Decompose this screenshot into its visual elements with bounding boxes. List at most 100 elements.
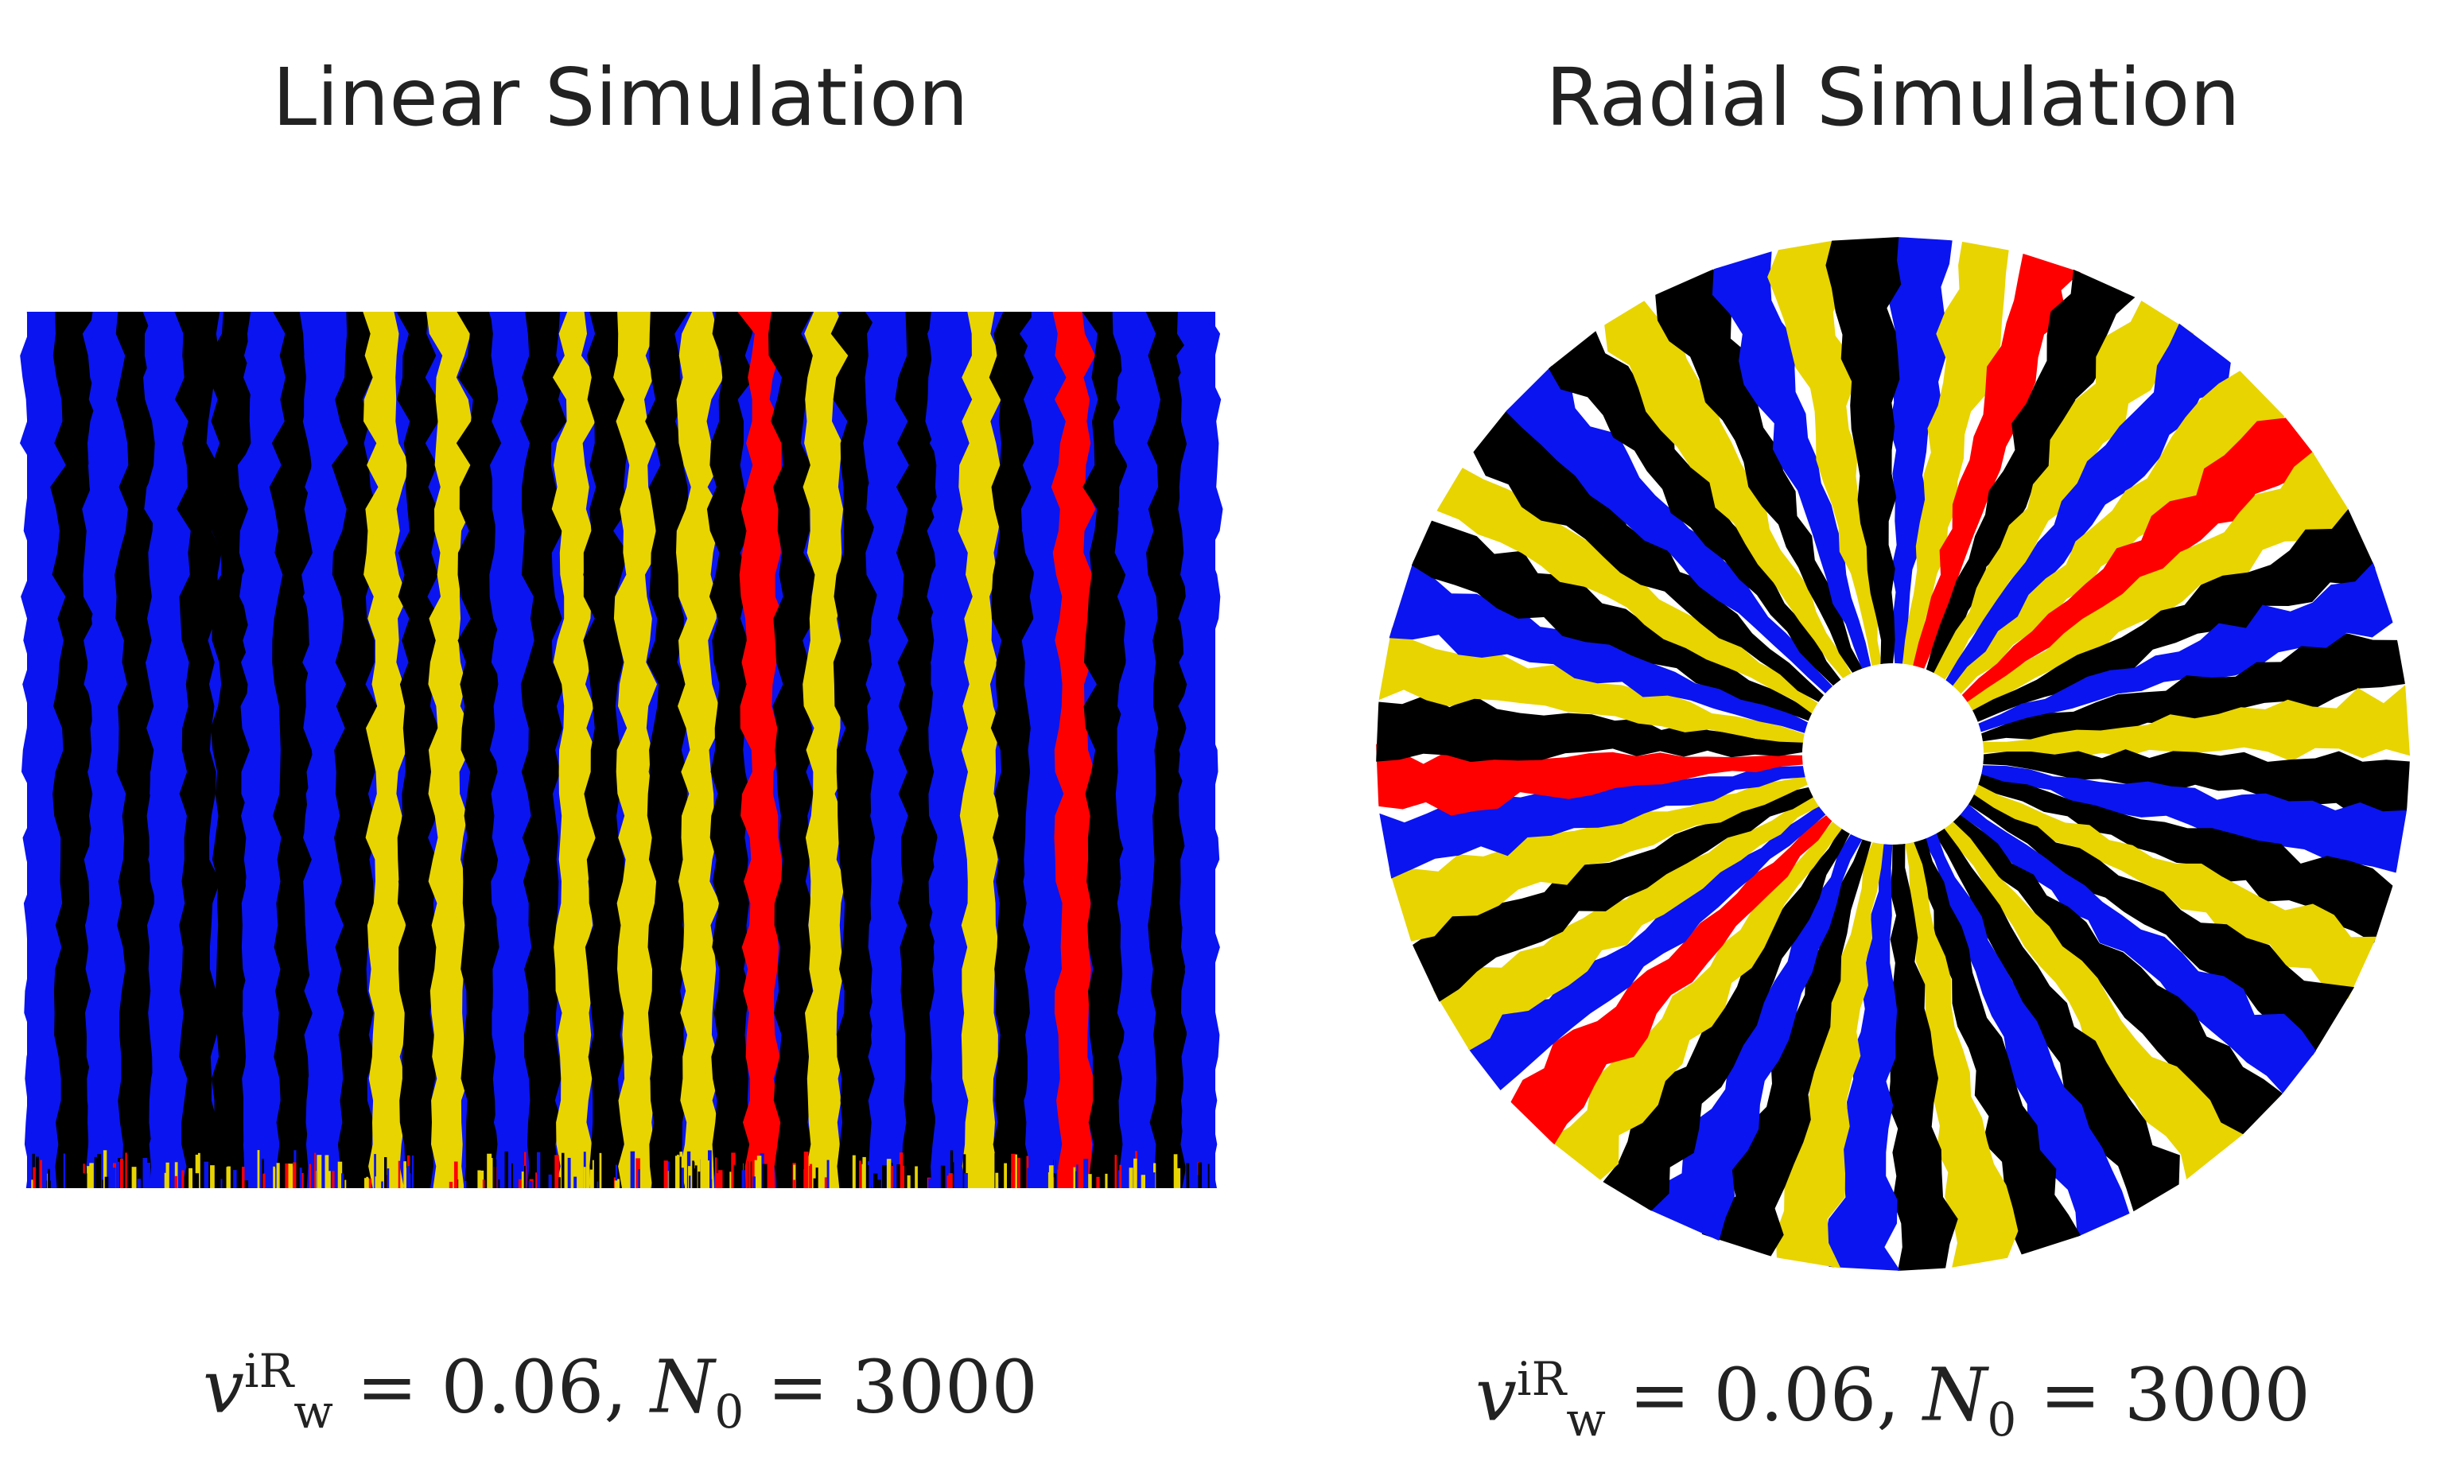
radial-sector-wedge bbox=[1506, 366, 1833, 693]
linear-seed-noise bbox=[156, 1164, 159, 1188]
linear-seed-noise bbox=[813, 1178, 818, 1188]
linear-seed-noise bbox=[852, 1155, 856, 1188]
linear-seed-noise bbox=[174, 1175, 177, 1188]
radial-sector-wedge bbox=[1976, 774, 2393, 943]
linear-seed-noise bbox=[83, 1173, 87, 1188]
radial-sector-wedge bbox=[1655, 269, 1863, 673]
radial-sector-wedge bbox=[1376, 694, 1804, 763]
linear-sector-stripe bbox=[84, 312, 127, 1188]
v-value: = 0.06, bbox=[356, 1344, 628, 1430]
linear-seed-noise bbox=[117, 1161, 120, 1188]
linear-seed-noise bbox=[301, 1172, 304, 1188]
linear-seed-noise bbox=[1027, 1167, 1029, 1188]
linear-seed-noise bbox=[663, 1160, 668, 1188]
linear-seed-noise bbox=[464, 1180, 467, 1188]
linear-seed-noise bbox=[964, 1173, 968, 1188]
linear-sector-stripe bbox=[768, 312, 818, 1188]
n-value: = 3000 bbox=[2039, 1352, 2310, 1438]
radial-sector-wedge bbox=[1981, 633, 2405, 742]
linear-seed-noise bbox=[1096, 1176, 1100, 1188]
radial-sector-wedge bbox=[1961, 418, 2314, 703]
linear-seed-noise bbox=[125, 1152, 127, 1188]
linear-seed-noise bbox=[1105, 1173, 1108, 1188]
n-symbol: N bbox=[650, 1344, 715, 1430]
linear-seed-noise bbox=[374, 1154, 376, 1188]
linear-seed-noise bbox=[165, 1162, 169, 1188]
linear-seed-noise bbox=[547, 1174, 552, 1188]
linear-seed-noise bbox=[1073, 1167, 1076, 1188]
linear-seed-noise bbox=[793, 1179, 796, 1188]
linear-sector-stripe bbox=[144, 312, 188, 1188]
linear-seed-noise bbox=[896, 1164, 900, 1188]
linear-sector-stripe bbox=[269, 312, 314, 1188]
linear-seed-noise bbox=[31, 1179, 35, 1188]
linear-seed-noise bbox=[886, 1159, 892, 1188]
radial-sector-wedge bbox=[1926, 269, 2136, 674]
linear-seed-noise bbox=[862, 1156, 866, 1188]
linear-seed-noise bbox=[262, 1159, 264, 1188]
linear-seed-noise bbox=[1076, 1164, 1078, 1188]
linear-seed-noise bbox=[1152, 1172, 1156, 1188]
linear-seed-noise bbox=[137, 1179, 141, 1188]
radial-sector-wedge bbox=[1712, 251, 1871, 669]
linear-seed-noise bbox=[244, 1180, 249, 1188]
linear-seed-noise bbox=[1052, 1173, 1057, 1188]
linear-seed-noise bbox=[1129, 1167, 1133, 1188]
linear-seed-noise bbox=[181, 1170, 185, 1188]
radial-sector-wedge bbox=[1413, 787, 1813, 1002]
linear-seed-noise bbox=[449, 1182, 453, 1188]
linear-seed-noise bbox=[700, 1150, 704, 1188]
linear-seed-noise bbox=[573, 1176, 577, 1188]
linear-seed-noise bbox=[882, 1165, 887, 1188]
linear-sector-stripe bbox=[803, 312, 849, 1188]
linear-seed-noise bbox=[1138, 1170, 1142, 1188]
linear-sector-stripe bbox=[488, 312, 536, 1188]
radial-sector-wedge bbox=[1887, 844, 1958, 1271]
linear-seed-noise bbox=[1011, 1153, 1016, 1188]
linear-seed-noise bbox=[994, 1152, 999, 1188]
linear-seed-noise bbox=[110, 1171, 113, 1188]
linear-seed-noise bbox=[684, 1177, 686, 1188]
radial-sector-wedge bbox=[1943, 822, 2244, 1179]
linear-seed-noise bbox=[375, 1176, 377, 1188]
linear-seed-noise bbox=[273, 1166, 275, 1188]
linear-sector-stripe bbox=[207, 312, 253, 1188]
linear-seed-noise bbox=[1036, 1162, 1039, 1188]
linear-sector-stripe bbox=[174, 312, 222, 1188]
radial-sector-wedge bbox=[1945, 323, 2231, 687]
linear-seed-noise bbox=[1133, 1158, 1137, 1188]
linear-seed-noise bbox=[226, 1167, 230, 1188]
linear-seed-noise bbox=[244, 1166, 249, 1188]
linear-seed-noise bbox=[1000, 1155, 1002, 1188]
radial-sector-wedge bbox=[1980, 765, 2408, 873]
linear-seed-noise bbox=[995, 1172, 999, 1188]
linear-sector-stripe bbox=[396, 312, 440, 1188]
linear-seed-noise bbox=[367, 1178, 372, 1188]
linear-seed-noise bbox=[293, 1162, 297, 1188]
linear-seed-noise bbox=[511, 1163, 514, 1188]
radial-sector-wedge bbox=[1923, 833, 2130, 1237]
linear-seed-noise bbox=[317, 1155, 322, 1188]
linear-seed-noise bbox=[990, 1160, 993, 1188]
linear-seed-noise bbox=[752, 1176, 756, 1188]
radial-sector-wedge bbox=[1983, 685, 2410, 762]
linear-seed-noise bbox=[1053, 1152, 1056, 1188]
linear-seed-noise bbox=[403, 1161, 406, 1188]
linear-seed-noise bbox=[409, 1173, 411, 1188]
linear-seed-noise bbox=[848, 1156, 853, 1188]
linear-seed-noise bbox=[405, 1167, 410, 1188]
linear-seed-noise bbox=[698, 1171, 701, 1188]
linear-seed-noise bbox=[337, 1161, 343, 1188]
radial-sector-wedge bbox=[1647, 833, 1863, 1241]
linear-seed-noise bbox=[710, 1179, 713, 1188]
linear-seed-noise bbox=[760, 1152, 764, 1188]
linear-seed-noise bbox=[494, 1159, 497, 1188]
linear-seed-noise bbox=[421, 1165, 426, 1188]
linear-panel-title: Linear Simulation bbox=[272, 51, 969, 144]
linear-seed-noise bbox=[803, 1169, 807, 1188]
linear-sector-stripe bbox=[1176, 312, 1223, 1188]
linear-seed-noise bbox=[242, 1167, 245, 1188]
v-subscript: w bbox=[293, 1385, 333, 1439]
linear-seed-noise bbox=[195, 1154, 200, 1188]
linear-seed-noise bbox=[615, 1164, 617, 1188]
